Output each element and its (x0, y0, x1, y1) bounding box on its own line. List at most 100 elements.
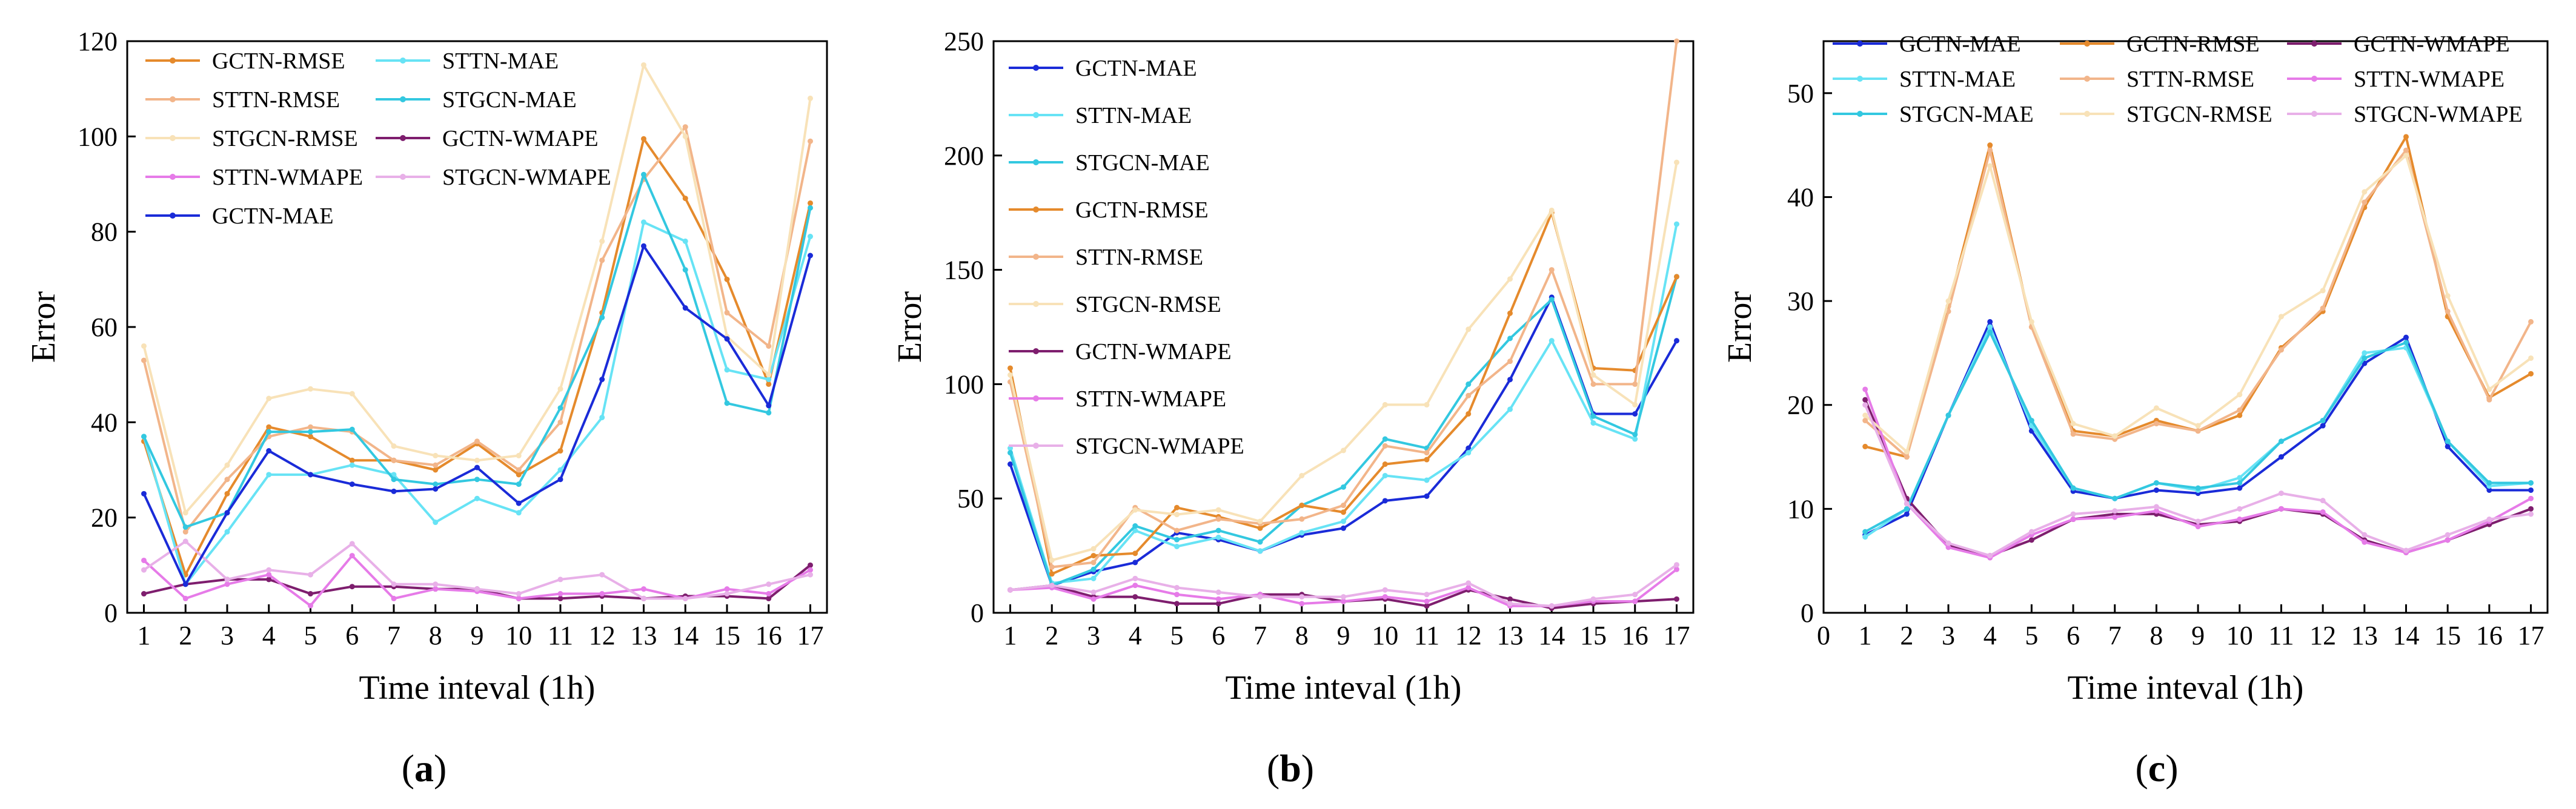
data-point (682, 267, 688, 273)
data-point (2237, 475, 2243, 481)
data-point (1507, 310, 1513, 316)
panel-label-a: (a) (402, 747, 447, 790)
data-point (2070, 511, 2076, 517)
series-line-sttn-wmape (1864, 389, 2532, 559)
data-point (557, 576, 563, 583)
data-point (1174, 584, 1180, 590)
data-point (1299, 594, 1305, 600)
data-point (1341, 503, 1346, 509)
data-point (766, 595, 772, 601)
data-point (1549, 338, 1555, 344)
data-point (1945, 540, 1951, 546)
data-point (1174, 543, 1180, 549)
series-gctn-mae (141, 243, 813, 587)
x-tick-label: 7 (387, 621, 400, 650)
legend-item: GCTN-MAE (145, 203, 334, 229)
data-point (641, 219, 646, 225)
data-point (141, 567, 147, 573)
data-point (1007, 450, 1013, 456)
x-tick-label: 3 (221, 621, 234, 650)
data-point (2362, 532, 2368, 538)
data-point (2486, 517, 2492, 523)
data-point (2486, 480, 2492, 486)
data-point (1215, 601, 1221, 607)
data-point (1507, 335, 1513, 342)
data-point (2403, 547, 2409, 553)
data-point (474, 495, 480, 501)
data-point (224, 576, 230, 583)
data-point (1174, 537, 1180, 543)
data-point (1466, 381, 1472, 387)
data-point (2195, 485, 2201, 491)
data-point (1862, 534, 1868, 540)
data-point (1987, 147, 1993, 153)
data-point (1215, 527, 1221, 533)
y-tick-label: 50 (957, 484, 984, 513)
data-point (516, 510, 522, 516)
data-point (2320, 305, 2326, 311)
data-point (2445, 532, 2451, 538)
data-point (682, 133, 688, 139)
data-point (182, 510, 188, 516)
data-point (2195, 524, 2201, 530)
data-point (1632, 592, 1638, 598)
data-point (808, 567, 813, 573)
x-tick-label: 10 (1372, 621, 1398, 650)
data-point (349, 462, 355, 468)
y-axis-title: Error (891, 291, 929, 363)
x-tick-label: 15 (1580, 621, 1607, 650)
legend-label: STGCN-MAE (442, 87, 577, 113)
x-tick-label: 16 (755, 621, 782, 650)
data-point (266, 424, 272, 430)
data-point (1674, 566, 1679, 572)
data-point (349, 553, 355, 559)
data-point (2445, 293, 2451, 299)
data-point (182, 538, 188, 544)
data-point (1674, 38, 1679, 44)
legend-marker (1033, 112, 1039, 118)
data-point (766, 343, 772, 349)
legend-item: STTN-RMSE (2060, 67, 2254, 92)
series-stgcn-rmse (141, 62, 813, 516)
x-tick-label: 2 (1900, 621, 1913, 650)
legend-item: STGCN-RMSE (1009, 292, 1221, 317)
data-point (682, 305, 688, 311)
x-tick-label: 4 (262, 621, 276, 650)
series-stgcn-rmse (1007, 159, 1679, 563)
data-point (808, 234, 813, 240)
data-point (2070, 485, 2076, 491)
data-point (1632, 431, 1638, 437)
y-tick-label: 0 (104, 598, 118, 628)
data-point (682, 238, 688, 244)
y-tick-label: 0 (1801, 598, 1814, 628)
legend-item: STGCN-RMSE (2060, 102, 2272, 127)
data-point (1674, 221, 1679, 227)
data-point (557, 477, 563, 483)
data-point (2028, 319, 2034, 325)
legend-label: STTN-WMAPE (212, 165, 363, 190)
legend-marker (170, 135, 176, 141)
data-point (1674, 338, 1679, 344)
x-tick-label: 7 (1253, 621, 1267, 650)
data-point (182, 595, 188, 601)
data-point (141, 357, 147, 363)
data-point (1466, 326, 1472, 332)
data-point (1632, 411, 1638, 417)
data-point (682, 595, 688, 601)
legend-marker (1857, 41, 1863, 47)
data-point (141, 343, 147, 349)
data-point (1215, 507, 1221, 513)
data-point (724, 400, 730, 406)
y-tick-label: 100 (78, 122, 118, 151)
data-point (474, 477, 480, 483)
data-point (808, 138, 813, 144)
x-tick-label: 9 (1337, 621, 1350, 650)
data-point (1382, 498, 1388, 504)
data-point (2153, 508, 2159, 514)
legend-item: STGCN-MAE (1009, 150, 1210, 176)
legend-label: STGCN-WMAPE (1075, 434, 1244, 459)
data-point (1507, 596, 1513, 602)
data-point (1862, 397, 1868, 403)
data-point (2237, 392, 2243, 398)
data-point (599, 314, 605, 320)
